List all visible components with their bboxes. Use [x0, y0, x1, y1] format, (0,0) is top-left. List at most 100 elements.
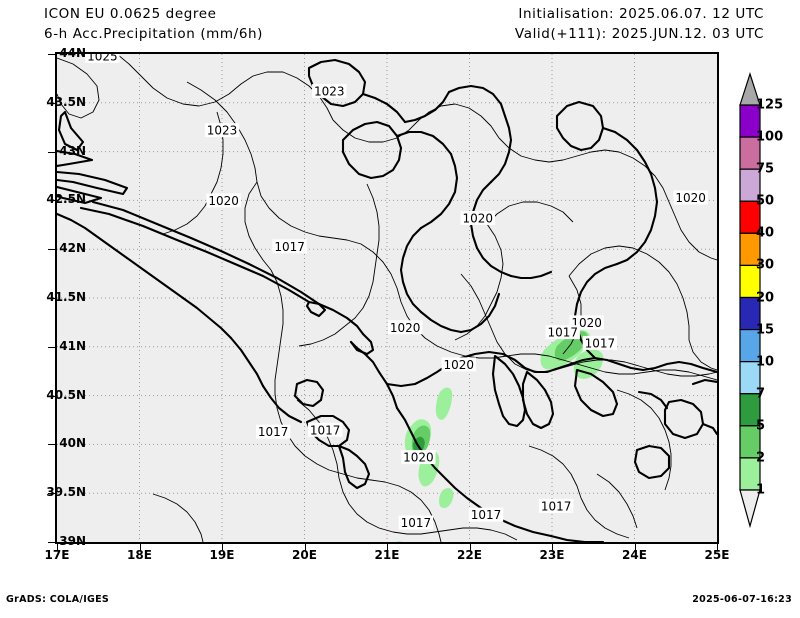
longitude-tick-mark: [717, 544, 718, 551]
latitude-tick-mark: [48, 298, 55, 299]
latitude-tick-label: 39N: [59, 534, 86, 548]
isobar-label-bg: [398, 515, 434, 530]
isobar-label-bg: [307, 422, 343, 437]
isobar-label: 1017: [547, 326, 578, 340]
colorbar-tick-label: 1: [756, 482, 766, 498]
footer-timestamp: 2025-06-07-16:23: [692, 594, 792, 605]
colorbar-tick-label: 15: [756, 322, 775, 338]
isobar-label-bg: [673, 190, 708, 205]
isobar-label: 1017: [541, 499, 572, 513]
colorbar-tick-label: 10: [756, 354, 775, 370]
latitude-tick-mark: [48, 493, 55, 495]
initialisation-time: Initialisation: 2025.06.07. 12 UTC: [518, 6, 764, 22]
longitude-tick-label: 24E: [622, 548, 647, 562]
latitude-tick-mark: [48, 444, 55, 446]
longitude-tick-mark: [57, 544, 58, 551]
colorbar-tick-label: 7: [756, 386, 766, 402]
isobar-label: 1020: [390, 321, 421, 335]
longitude-tick-label: 17E: [44, 548, 70, 562]
latitude-tick-label: 41.5N: [46, 290, 86, 304]
latitude-tick-label: 43N: [59, 143, 86, 158]
longitude-tick-label: 19E: [209, 548, 235, 562]
colorbar-tick-label: 125: [756, 97, 784, 113]
isobar-label: 1023: [207, 124, 238, 138]
isobar-label: 1023: [314, 85, 345, 99]
latitude-tick-mark: [48, 249, 55, 251]
isobar-label: 1017: [310, 423, 341, 437]
latitude-tick-label: 39.5N: [46, 485, 86, 500]
colorbar-tick-label: 2: [756, 450, 766, 466]
isobar-label-bg: [206, 193, 241, 208]
map-coastlines: [57, 58, 717, 542]
colorbar-tick-label: 75: [756, 161, 775, 177]
longitude-tick-label: 18E: [127, 548, 152, 562]
isobar-label-bg: [272, 239, 307, 254]
map-plot-area[interactable]: 1025 1023 1023 1020 1020 1020 1017 1020 1020 1017…: [55, 52, 719, 544]
isobar-label-bg: [460, 210, 495, 225]
isobar-label: 1020: [675, 191, 706, 205]
longitude-tick-mark: [387, 544, 388, 551]
latitude-tick-mark: [48, 395, 55, 397]
colorbar-graphic: [739, 72, 761, 529]
latitude-tick-label: 42N: [59, 241, 86, 256]
isobar-label: 1017: [585, 336, 616, 350]
isobar-label: 1020: [208, 194, 239, 208]
latitude-tick-label: 43.5N: [46, 94, 86, 109]
isobar-label: 1017: [258, 425, 289, 439]
colorbar-tick-label: 40: [756, 225, 775, 241]
isobar-contours: [57, 54, 717, 542]
isobar-label: 1017: [274, 240, 305, 254]
latitude-tick-mark: [48, 151, 55, 153]
isobar-label: 1020: [444, 358, 475, 372]
longitude-tick-mark: [139, 544, 141, 551]
longitude-tick-mark: [469, 544, 471, 551]
isobar-label: 1020: [462, 211, 493, 225]
colorbar-tick-label: 20: [756, 290, 775, 305]
field-title: 6-h Acc.Precipitation (mm/6h): [44, 26, 264, 42]
isobar-label-bg: [387, 320, 423, 335]
latitude-tick-mark: [48, 542, 55, 543]
latitude-tick-mark: [48, 54, 55, 55]
colorbar-tick-label: 5: [756, 418, 766, 434]
latitude-tick-label: 44N: [59, 46, 86, 60]
isobar-label: 1017: [401, 516, 432, 530]
longitude-tick-label: 21E: [374, 548, 400, 562]
isobar-label-bg: [538, 498, 574, 513]
isobar-label: 1025: [87, 54, 118, 63]
latitude-tick-mark: [48, 346, 55, 348]
valid-time: Valid(+111): 2025.JUN.12. 03 UTC: [514, 26, 764, 42]
longitude-tick-mark: [552, 544, 553, 551]
longitude-tick-mark: [304, 544, 306, 551]
isobar-label-bg: [545, 325, 580, 340]
isobar-label-bg: [401, 450, 436, 465]
isobar-label-bg: [255, 424, 291, 439]
precipitation-colorbar[interactable]: 125 100 75 50 40 30 20 15 10 7 5 2 1: [726, 60, 796, 540]
longitude-tick-mark: [222, 544, 223, 551]
latitude-tick-label: 40.5N: [46, 387, 86, 402]
colorbar-tick-label: 100: [756, 129, 784, 145]
isobar-label: 1020: [403, 451, 434, 465]
isobar-label-bg: [312, 84, 347, 99]
isobar-labels: 1025 1023 1023 1020 1020 1020 1017 1020 1020 1017…: [85, 54, 708, 530]
latitude-tick-label: 41N: [59, 338, 86, 353]
isobar-label-bg: [582, 335, 618, 350]
latitude-tick-label: 40N: [59, 436, 86, 451]
colorbar-tick-label: 50: [756, 193, 775, 209]
longitude-tick-label: 22E: [457, 548, 482, 562]
footer-credit: GrADS: COLA/IGES: [6, 594, 110, 605]
latitude-tick-mark: [48, 102, 55, 104]
map-gridlines: [57, 54, 717, 542]
longitude-tick-label: 25E: [704, 548, 730, 562]
isobar-label: 1017: [471, 508, 502, 522]
isobar-label-bg: [441, 357, 476, 372]
latitude-tick-label: 42.5N: [46, 192, 86, 207]
longitude-tick-mark: [634, 544, 636, 551]
longitude-tick-label: 23E: [539, 548, 565, 562]
isobar-label-bg: [468, 507, 504, 522]
colorbar-tick-label: 30: [756, 257, 775, 273]
model-title: ICON EU 0.0625 degree: [44, 6, 217, 22]
latitude-tick-mark: [48, 200, 55, 202]
longitude-tick-label: 20E: [292, 548, 317, 562]
map-graphics: 1025 1023 1023 1020 1020 1020 1017 1020 1020 1017…: [57, 54, 717, 542]
